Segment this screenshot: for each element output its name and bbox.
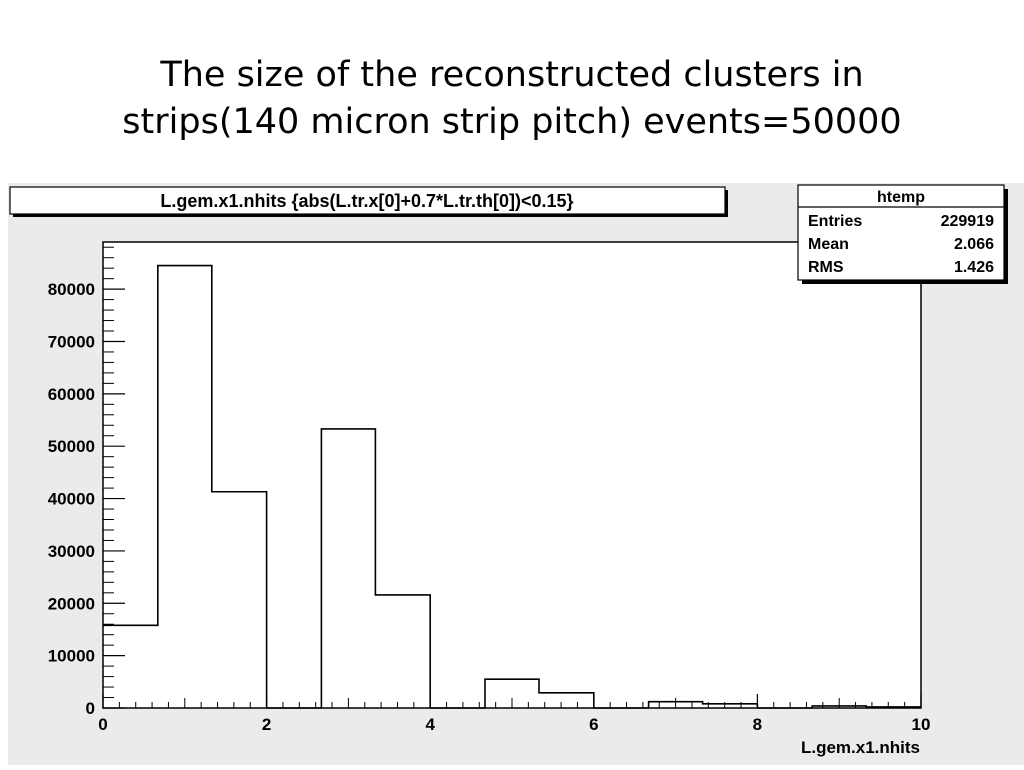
hist-title-box [9,186,726,215]
y-tick-label: 40000 [48,490,95,509]
hist-title: L.gem.x1.nhits {abs(L.tr.x[0]+0.7*L.tr.t… [160,191,573,211]
plot-area [102,241,922,709]
y-tick-label: 80000 [48,280,95,299]
y-tick-label: 0 [86,699,95,718]
stats-mean-label: Mean [808,236,849,253]
x-axis-label: L.gem.x1.nhits [801,738,920,757]
stats-rms-value: 1.426 [954,259,994,276]
x-tick-label: 4 [425,715,435,734]
stats-entries-label: Entries [808,213,862,230]
y-tick-label: 70000 [48,332,95,351]
stats-rms-label: RMS [808,259,844,276]
stats-mean-value: 2.066 [954,236,994,253]
histogram-bin-1 [158,266,212,708]
histogram-outline [103,264,921,709]
histogram-bin-4 [321,429,375,708]
x-tick-label: 10 [912,715,931,734]
y-tick-label: 50000 [48,437,95,456]
stats-box-name: htemp [877,189,925,206]
y-tick-label: 60000 [48,385,95,404]
histogram-bin-11 [703,704,758,708]
histogram-bin-8 [539,693,594,708]
histogram-bin-0 [103,625,158,708]
x-tick-label: 2 [262,715,271,734]
y-tick-label: 10000 [48,647,95,666]
histogram-bin-2 [212,492,267,708]
slide-title-line2: strips(140 micron strip pitch) events=50… [122,102,902,142]
y-tick-label: 20000 [48,594,95,613]
stats-box [797,184,1005,281]
x-axis: 0 2 4 6 8 10 [98,694,930,734]
root-canvas: L.gem.x1.nhits {abs(L.tr.x[0]+0.7*L.tr.t… [8,183,1024,765]
histogram-bin-14 [866,707,921,708]
x-tick-label: 8 [753,715,762,734]
histogram-chart: L.gem.x1.nhits {abs(L.tr.x[0]+0.7*L.tr.t… [9,184,1008,757]
x-tick-label: 0 [98,715,107,734]
x-tick-label: 6 [589,715,598,734]
stats-entries-value: 229919 [941,213,994,230]
slide-title-line1: The size of the reconstructed clusters i… [160,55,864,95]
histogram-bin-5 [375,595,430,708]
slide-title: The size of the reconstructed clusters i… [0,52,1024,146]
y-axis: 0 10000 20000 30000 40000 50000 60000 70000 8000… [48,246,125,718]
y-tick-label: 30000 [48,542,95,561]
